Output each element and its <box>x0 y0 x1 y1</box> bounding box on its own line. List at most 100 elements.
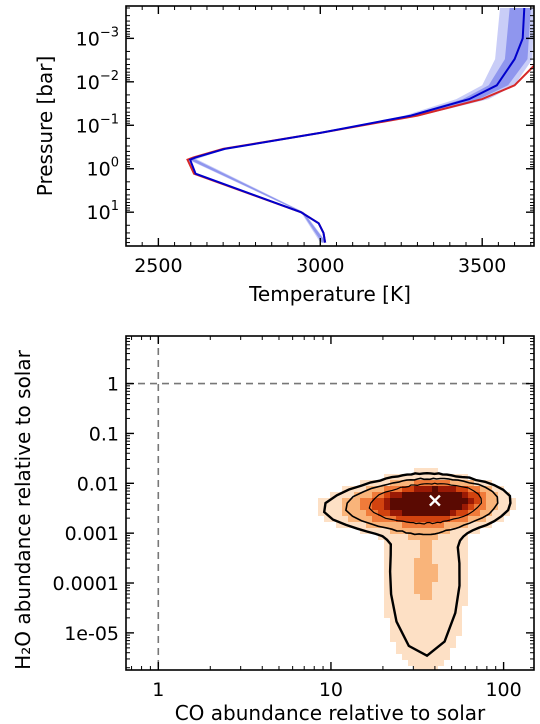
posterior-cell <box>414 606 420 612</box>
posterior-cell <box>438 474 444 480</box>
posterior-cell <box>396 570 402 576</box>
posterior-cell <box>456 606 462 612</box>
posterior-cell <box>438 630 444 636</box>
posterior-cell <box>378 516 384 522</box>
posterior-cell <box>360 492 366 498</box>
posterior-cell <box>444 648 450 654</box>
abundance-y-tick-label: 0.001 <box>65 523 119 545</box>
posterior-cell <box>396 618 402 624</box>
posterior-cell <box>468 498 474 504</box>
posterior-cell <box>414 642 420 648</box>
posterior-cell <box>390 498 396 504</box>
posterior-cell <box>432 486 438 492</box>
posterior-cell <box>414 630 420 636</box>
posterior-cell <box>438 570 444 576</box>
posterior-cell <box>408 564 414 570</box>
posterior-cell <box>492 498 498 504</box>
posterior-cell <box>426 576 432 582</box>
posterior-cell <box>402 570 408 576</box>
posterior-cell <box>408 588 414 594</box>
posterior-cell <box>438 654 444 660</box>
posterior-cell <box>426 666 432 670</box>
posterior-cell <box>462 582 468 588</box>
posterior-cell <box>438 546 444 552</box>
posterior-cell <box>480 492 486 498</box>
posterior-cell <box>426 486 432 492</box>
posterior-cell <box>450 540 456 546</box>
posterior-cell <box>432 588 438 594</box>
posterior-cell <box>384 594 390 600</box>
posterior-cell <box>420 486 426 492</box>
posterior-cell <box>414 516 420 522</box>
posterior-cell <box>390 636 396 642</box>
posterior-cell <box>414 636 420 642</box>
posterior-cell <box>444 534 450 540</box>
posterior-cell <box>384 588 390 594</box>
posterior-cell <box>456 492 462 498</box>
posterior-cell <box>456 504 462 510</box>
posterior-cell <box>432 558 438 564</box>
posterior-cell <box>414 468 420 474</box>
posterior-cell <box>462 492 468 498</box>
posterior-cell <box>450 570 456 576</box>
posterior-cell <box>360 504 366 510</box>
posterior-cell <box>390 504 396 510</box>
posterior-cell <box>426 504 432 510</box>
tp-y-tick-label: 10−3 <box>76 25 119 50</box>
posterior-cell <box>432 522 438 528</box>
posterior-cell <box>438 594 444 600</box>
posterior-cell <box>402 522 408 528</box>
posterior-cell <box>462 498 468 504</box>
posterior-cell <box>414 504 420 510</box>
posterior-cell <box>444 528 450 534</box>
posterior-cell <box>408 570 414 576</box>
posterior-cell <box>336 504 342 510</box>
posterior-cell <box>462 600 468 606</box>
posterior-cell <box>408 552 414 558</box>
posterior-cell <box>414 510 420 516</box>
posterior-cell <box>408 546 414 552</box>
posterior-cell <box>480 480 486 486</box>
posterior-cell <box>420 546 426 552</box>
posterior-cell <box>384 558 390 564</box>
posterior-cell <box>438 498 444 504</box>
posterior-cell <box>438 618 444 624</box>
posterior-cell <box>468 522 474 528</box>
posterior-cell <box>420 504 426 510</box>
posterior-cell <box>504 492 510 498</box>
posterior-cell <box>414 564 420 570</box>
posterior-cell <box>378 492 384 498</box>
posterior-cell <box>420 510 426 516</box>
posterior-cell <box>408 510 414 516</box>
posterior-cell <box>318 510 324 516</box>
posterior-cell <box>372 486 378 492</box>
posterior-cell <box>408 504 414 510</box>
posterior-cell <box>456 534 462 540</box>
solar-reference-lines <box>126 336 534 670</box>
posterior-cell <box>426 600 432 606</box>
posterior-cell <box>462 528 468 534</box>
posterior-cell <box>456 594 462 600</box>
posterior-cell <box>426 564 432 570</box>
posterior-cell <box>426 582 432 588</box>
posterior-cell <box>462 576 468 582</box>
posterior-cell <box>336 516 342 522</box>
posterior-cell <box>438 480 444 486</box>
posterior-cell <box>474 516 480 522</box>
abundance-x-ticks: 1 10 100 <box>131 336 522 701</box>
posterior-cell <box>396 486 402 492</box>
posterior-cell <box>438 504 444 510</box>
posterior-cell <box>378 534 384 540</box>
posterior-cell <box>480 516 486 522</box>
posterior-cell <box>384 546 390 552</box>
posterior-cell <box>450 576 456 582</box>
posterior-cell <box>426 606 432 612</box>
posterior-cell <box>444 474 450 480</box>
posterior-cell <box>450 480 456 486</box>
posterior-cell <box>438 516 444 522</box>
posterior-cell <box>390 534 396 540</box>
posterior-cell <box>402 486 408 492</box>
posterior-cell <box>408 474 414 480</box>
posterior-cell <box>384 492 390 498</box>
posterior-cell <box>468 516 474 522</box>
